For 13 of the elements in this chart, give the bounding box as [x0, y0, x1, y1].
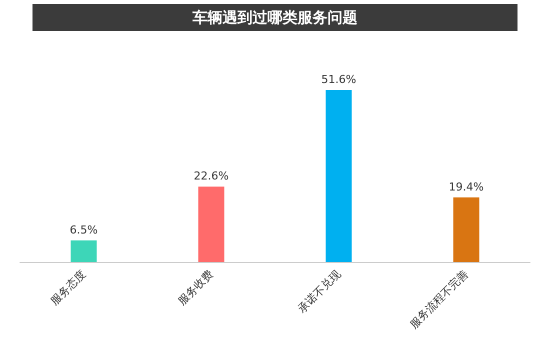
- x-tick-label: 服务收费: [176, 267, 216, 308]
- x-tick-label: 服务态度: [48, 267, 88, 308]
- data-label: 51.6%: [321, 73, 356, 86]
- bar: [198, 186, 224, 262]
- chart-title: 车辆遇到过哪类服务问题: [192, 8, 358, 26]
- x-tick-label: 承诺不兑现: [295, 267, 344, 316]
- bar: [453, 197, 480, 262]
- x-tick-label: 服务流程不完善: [407, 267, 471, 332]
- bar: [70, 240, 97, 262]
- data-label: 22.6%: [194, 170, 229, 183]
- data-label: 19.4%: [448, 180, 484, 194]
- data-label: 6.5%: [70, 223, 98, 236]
- bar: [326, 90, 352, 262]
